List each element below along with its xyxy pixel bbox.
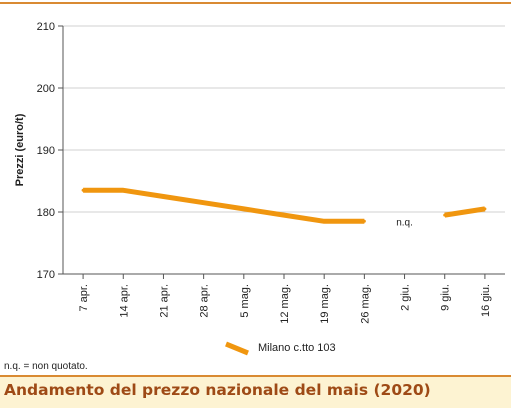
y-tick-label: 170	[37, 269, 55, 281]
x-tick-label: 16 giu.	[480, 284, 492, 317]
data-point	[202, 201, 206, 205]
y-tick-label: 190	[37, 145, 55, 157]
y-tick-labels: 170 180 190 200 210	[37, 21, 55, 281]
legend-swatch	[225, 341, 249, 356]
x-tick-label: 9 giu.	[440, 284, 452, 311]
data-point	[362, 219, 366, 223]
data-point	[161, 195, 165, 198]
data-point	[242, 207, 246, 211]
grid-lines	[63, 25, 505, 213]
x-tick-label: 19 mag.	[319, 284, 331, 324]
data-point	[121, 188, 125, 192]
data-point	[81, 188, 85, 192]
x-tick-label: 7 apr.	[78, 284, 90, 312]
data-point	[443, 213, 447, 217]
x-tick-label: 21 apr.	[158, 284, 170, 318]
y-tick-label: 210	[37, 21, 55, 33]
footer-title: Andamento del prezzo nazionale del mais …	[4, 381, 431, 399]
line-chart: 170 180 190 200 210 7 apr. 14 apr. 21 apr. 28 a…	[14, 21, 505, 324]
data-point	[282, 213, 286, 217]
axes	[58, 25, 505, 279]
legend-label: Milano c.tto 103	[258, 342, 336, 354]
top-rule	[0, 2, 511, 4]
data-series	[81, 187, 487, 224]
annotation-nq: n.q.	[396, 217, 413, 228]
y-axis-label: Prezzi (euro/t)	[14, 113, 26, 186]
footer-banner: Andamento del prezzo nazionale del mais …	[0, 375, 511, 408]
x-tick-labels: 7 apr. 14 apr. 21 apr. 28 apr. 5 mag. 12 mag.…	[78, 284, 492, 324]
x-tick-label: 12 mag.	[279, 284, 291, 324]
x-tick-label: 14 apr.	[118, 284, 130, 318]
data-point	[322, 219, 326, 223]
series-line	[83, 187, 365, 224]
x-tick-label: 28 apr.	[199, 284, 211, 318]
data-point	[483, 207, 487, 211]
y-tick-label: 200	[37, 83, 55, 95]
x-tick-label: 5 mag.	[239, 284, 251, 318]
footnote: n.q. = non quotato.	[4, 361, 88, 372]
x-tick-label: 2 giu.	[400, 284, 412, 311]
annotations: n.q.	[396, 217, 413, 228]
x-tick-label: 26 mag.	[359, 284, 371, 324]
y-tick-label: 180	[37, 207, 55, 219]
series-line	[444, 206, 486, 218]
